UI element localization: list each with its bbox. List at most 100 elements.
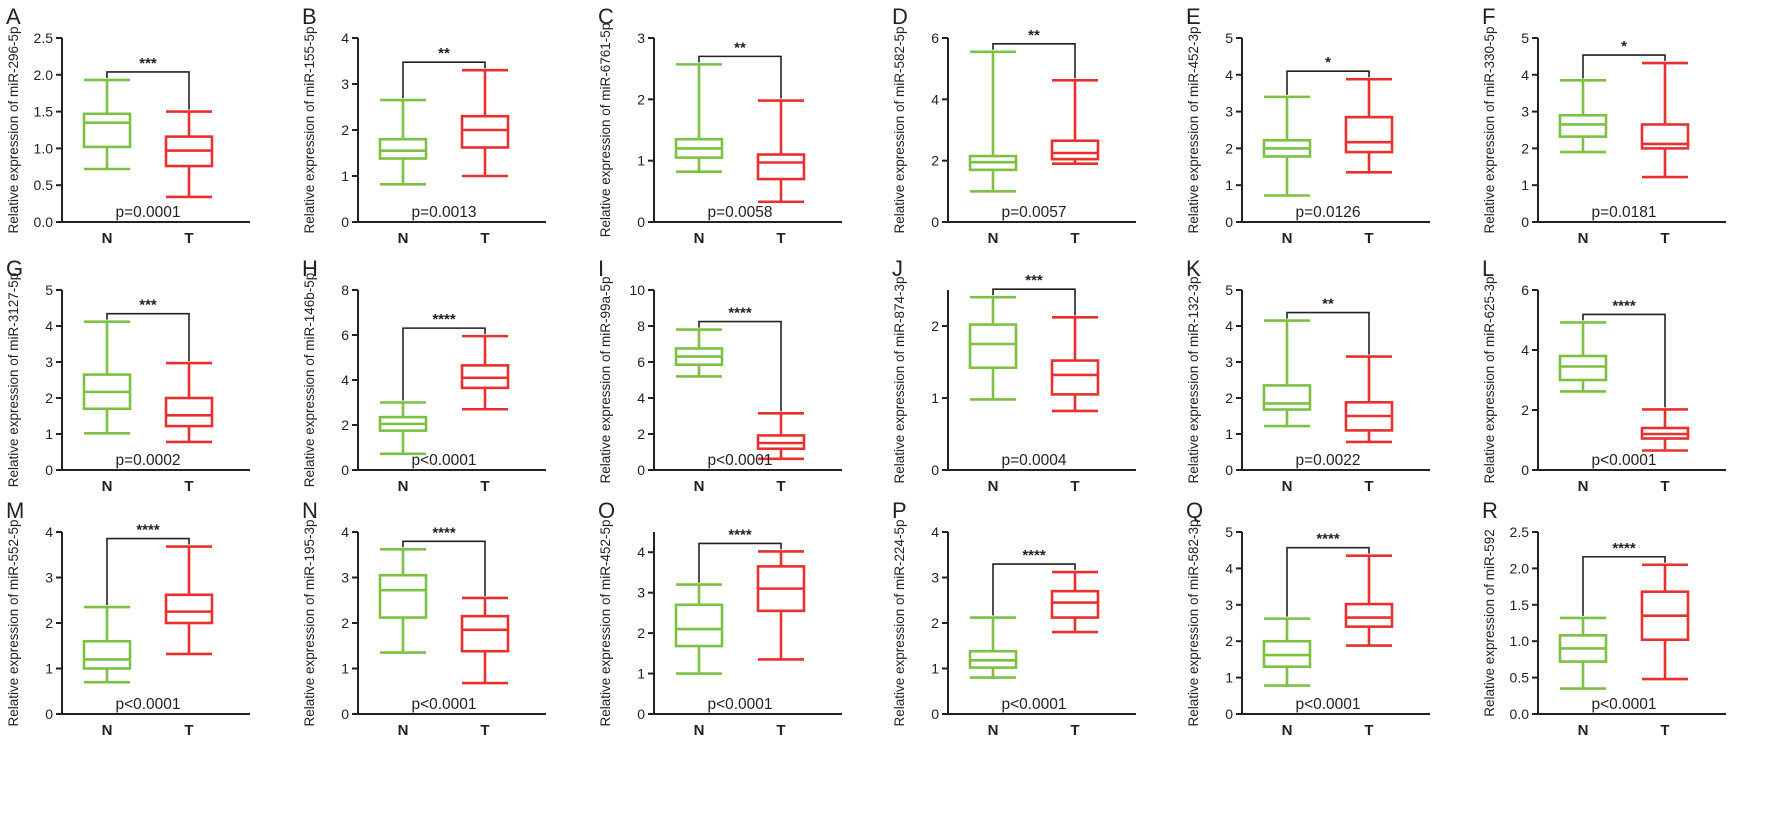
y-tick-label: 0.0 — [1510, 706, 1530, 722]
y-tick-label: 1 — [931, 390, 939, 406]
y-tick-label: 1 — [1521, 177, 1529, 193]
y-tick-label: 1 — [1225, 670, 1233, 686]
y-tick-label: 2 — [931, 615, 939, 631]
box-t — [1050, 79, 1100, 166]
p-value-label: p<0.0001 — [707, 452, 772, 469]
y-tick-label: 1 — [1225, 426, 1233, 442]
p-value-label: p<0.0001 — [1591, 452, 1656, 469]
p-value-label: p<0.0001 — [1295, 696, 1360, 713]
y-tick-label: 0 — [341, 214, 349, 230]
x-category-label: N — [1578, 230, 1589, 247]
p-value-label: p=0.0001 — [115, 204, 180, 221]
y-tick-label: 0 — [1521, 462, 1529, 478]
y-tick-label: 3 — [1225, 597, 1233, 613]
y-tick-label: 1 — [637, 153, 645, 169]
panel-letter: J — [892, 256, 903, 281]
significance-stars: **** — [136, 522, 160, 539]
x-category-label: T — [1070, 722, 1079, 739]
y-tick-label: 6 — [1521, 282, 1529, 298]
y-tick-label: 1.5 — [34, 104, 54, 120]
panel-letter: C — [598, 4, 614, 29]
significance-bracket — [106, 312, 190, 362]
y-axis-label: Relative expression of miR-452-5p — [598, 519, 613, 726]
box-t — [1344, 355, 1394, 444]
box-t — [1050, 570, 1100, 634]
box-t — [1640, 61, 1690, 179]
y-tick-label: 2 — [341, 615, 349, 631]
box-iqr — [1558, 113, 1608, 138]
y-axis-label: Relative expression of miR-146b-5p — [302, 273, 317, 488]
y-tick-label: 2 — [1225, 140, 1233, 156]
y-tick-label: 1.0 — [1510, 633, 1530, 649]
panel-letter: M — [6, 498, 24, 523]
x-category-label: N — [988, 478, 999, 495]
y-tick-label: 3 — [1225, 104, 1233, 120]
x-category-label: N — [398, 478, 409, 495]
y-tick-label: 0 — [637, 462, 645, 478]
y-tick-label: 1 — [341, 661, 349, 677]
box-t — [756, 411, 806, 461]
y-tick-label: 4 — [1521, 342, 1529, 358]
y-tick-label: 4 — [341, 524, 349, 540]
y-tick-label: 1 — [45, 661, 53, 677]
x-category-label: N — [988, 230, 999, 247]
y-tick-label: 0 — [1521, 214, 1529, 230]
x-category-label: N — [1578, 722, 1589, 739]
y-axis-label: Relative expression of miR-330-5p — [1482, 26, 1497, 233]
significance-bracket — [698, 542, 782, 583]
y-tick-label: 2 — [637, 426, 645, 442]
p-value-label: p=0.0002 — [115, 452, 180, 469]
y-axis-label: Relative expression of miR-155-5p — [302, 26, 317, 233]
x-category-label: N — [988, 722, 999, 739]
p-value-label: p<0.0001 — [1591, 696, 1656, 713]
x-category-label: T — [776, 722, 785, 739]
box-iqr — [1050, 589, 1100, 619]
box-n — [968, 616, 1018, 679]
y-tick-label: 2.5 — [1510, 524, 1530, 540]
y-tick-label: 6 — [637, 354, 645, 370]
box-iqr — [82, 639, 132, 670]
box-t — [460, 68, 510, 178]
x-category-label: T — [776, 478, 785, 495]
y-tick-label: 0 — [637, 214, 645, 230]
significance-stars: **** — [1612, 297, 1636, 314]
y-tick-label: 5 — [1521, 30, 1529, 46]
x-category-label: T — [480, 478, 489, 495]
x-category-label: T — [1660, 478, 1669, 495]
box-n — [968, 50, 1018, 193]
y-tick-label: 4 — [45, 524, 53, 540]
y-tick-label: 2 — [931, 153, 939, 169]
box-n — [1558, 79, 1608, 154]
y-tick-label: 4 — [45, 318, 53, 334]
box-n — [378, 98, 428, 186]
x-category-label: N — [694, 230, 705, 247]
panel-letter: P — [892, 498, 907, 523]
panel-letter: I — [598, 256, 604, 281]
significance-stars: **** — [432, 311, 456, 328]
y-axis-label: Relative expression of miR-582-5p — [892, 26, 907, 233]
panel-letter: A — [6, 4, 21, 29]
panel-letter: N — [302, 498, 318, 523]
y-tick-label: 4 — [1225, 560, 1233, 576]
y-axis-label: Relative expression of miR-582-3p — [1186, 519, 1201, 726]
y-tick-label: 0 — [45, 462, 53, 478]
y-tick-label: 0 — [1225, 214, 1233, 230]
significance-bracket — [698, 55, 782, 99]
y-tick-label: 0 — [341, 706, 349, 722]
p-value-label: p<0.0001 — [707, 696, 772, 713]
box-iqr — [1558, 354, 1608, 382]
y-tick-label: 4 — [637, 390, 645, 406]
x-category-label: T — [1070, 478, 1079, 495]
box-t — [164, 361, 214, 444]
x-category-label: T — [184, 478, 193, 495]
panel-letter: D — [892, 4, 908, 29]
